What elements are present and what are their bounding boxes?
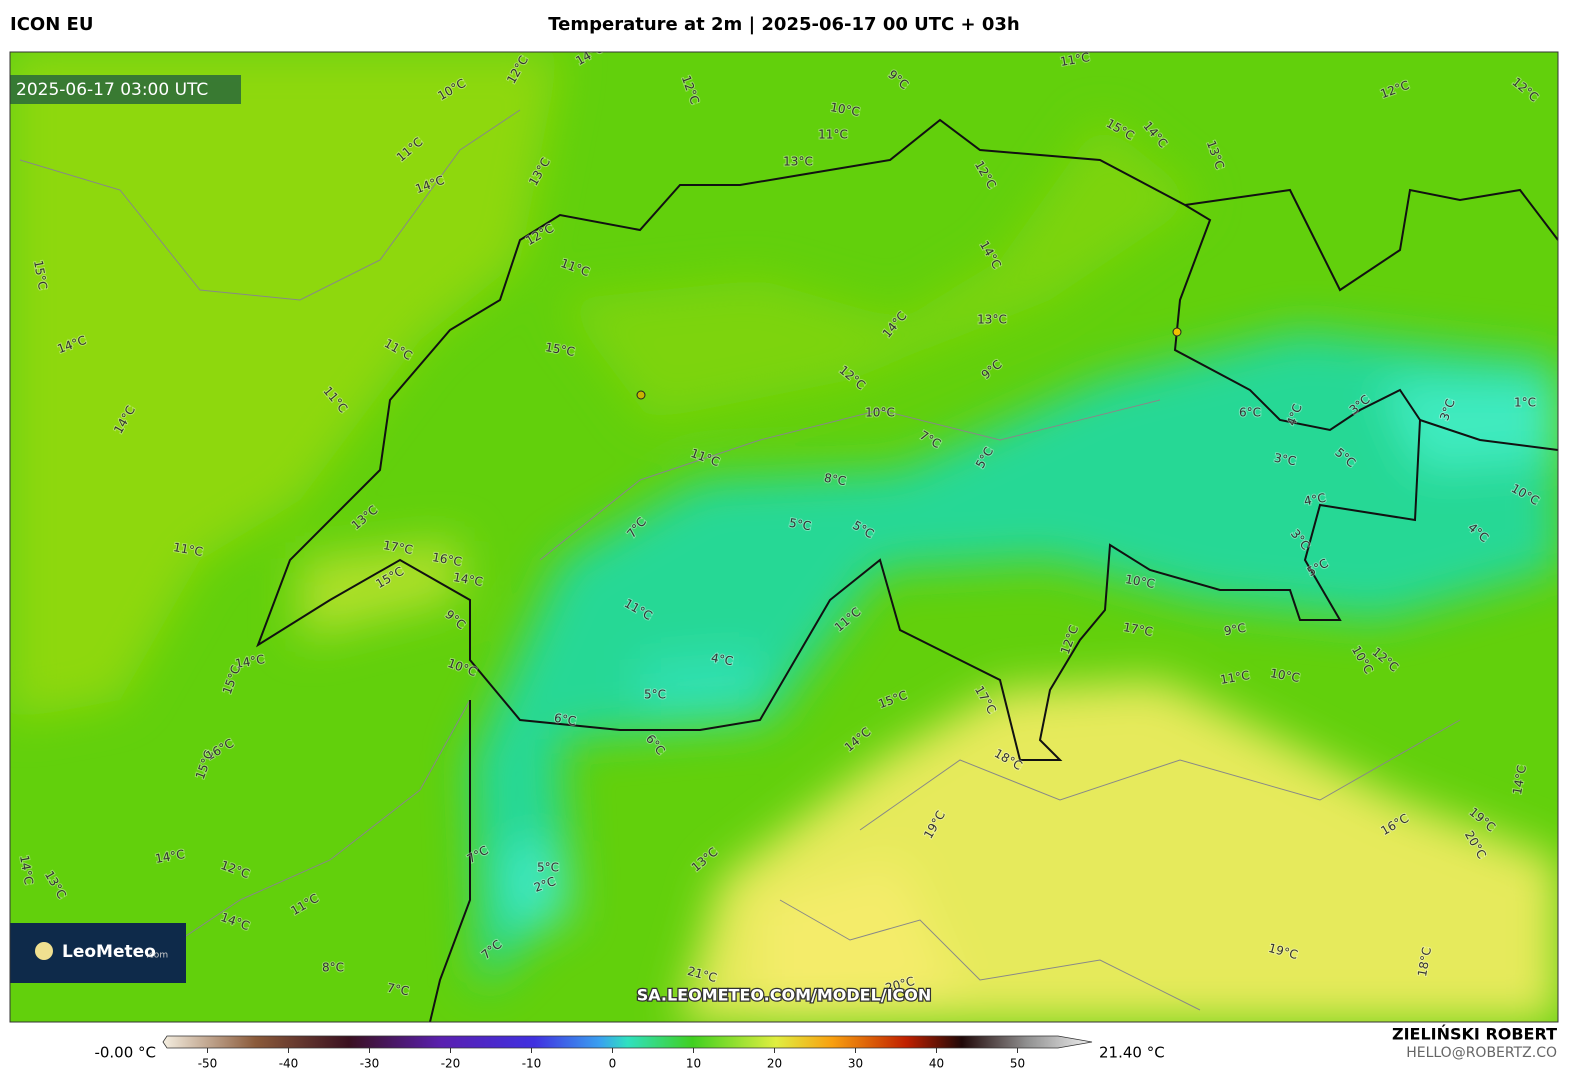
- contour-label: 14°C: [234, 652, 266, 671]
- author: ZIELIŃSKI ROBERT: [1392, 1025, 1557, 1044]
- colorbar-tick-label: -20: [441, 1057, 461, 1071]
- contour-label: 15°C: [544, 340, 576, 359]
- contour-label: 16°C: [431, 550, 463, 569]
- contour-label: 10°C: [865, 406, 895, 420]
- title: Temperature at 2m | 2025-06-17 00 UTC + …: [548, 14, 1019, 35]
- contour-label: 10°C: [1124, 572, 1156, 591]
- colorbar-tick-label: -30: [360, 1057, 380, 1071]
- colorbar-tick-label: 50: [1010, 1057, 1025, 1071]
- contour-label: 15°C: [31, 259, 50, 291]
- contour-label: 5°C: [644, 688, 666, 702]
- contour-label: 8°C: [823, 471, 847, 489]
- contour-label: 1°C: [1514, 396, 1536, 410]
- contour-label: 14°C: [17, 854, 36, 886]
- colorbar-tick-label: -10: [522, 1057, 542, 1071]
- contour-label: 11°C: [172, 540, 204, 559]
- colorbar-tick-label: 0: [609, 1057, 617, 1071]
- contour-label: 8°C: [322, 961, 344, 975]
- contour-label: 7°C: [386, 981, 410, 999]
- colorbar-min: -0.00 °C: [94, 1044, 156, 1062]
- contour-label: 6°C: [1239, 406, 1261, 420]
- contour-label: 9°C: [1223, 621, 1247, 639]
- colorbar-tick-label: 30: [848, 1057, 863, 1071]
- model-name: ICON EU: [10, 14, 93, 35]
- contour-label: 5°C: [788, 516, 812, 534]
- watermark: SA.LEOMETEO.COM/MODEL/ICON: [637, 986, 932, 1005]
- colorbar-tick-label: -40: [279, 1057, 299, 1071]
- contour-label: 3°C: [1273, 451, 1297, 469]
- contour-label: 4°C: [710, 651, 734, 669]
- contour-label: 4°C: [1303, 491, 1327, 509]
- colorbar: [162, 1035, 1093, 1049]
- colorbar-tick-label: -50: [198, 1057, 218, 1071]
- logo-brand: LeoMeteo: [62, 942, 156, 962]
- logo-sun: [35, 942, 53, 960]
- map: 10°C11°C14°C15°C14°C 11°C11°C14°C12°C11°C…: [10, 52, 1558, 1022]
- contour-label: 14°C: [154, 847, 186, 866]
- contour-label: 13°C: [783, 155, 813, 169]
- colorbar-tick-label: 40: [929, 1057, 944, 1071]
- logo-suffix: .com: [146, 951, 168, 961]
- contour-label: 5°C: [537, 861, 559, 875]
- contour-label: 13°C: [977, 313, 1007, 327]
- contour-label: 6°C: [553, 711, 577, 729]
- contour-label: 14°C: [1510, 764, 1529, 796]
- colorbar-tick-label: 10: [686, 1057, 701, 1071]
- map-frame: [9, 51, 1559, 1023]
- contour-label: 11°C: [818, 128, 848, 142]
- contact: HELLO@ROBERTZ.CO: [1406, 1045, 1557, 1061]
- colorbar-tick-label: 20: [767, 1057, 782, 1071]
- contour-label: 18°C: [1415, 946, 1434, 978]
- contour-label: 17°C: [382, 538, 414, 557]
- contour-label: 14°C: [452, 570, 484, 589]
- contour-label: 10°C: [829, 100, 861, 119]
- valid-time: 2025-06-17 03:00 UTC: [16, 80, 208, 100]
- contour-label: 11°C: [1219, 668, 1251, 687]
- contour-label: 17°C: [1122, 620, 1154, 639]
- colorbar-max: 21.40 °C: [1099, 1044, 1165, 1062]
- contour-label: 10°C: [1269, 666, 1301, 685]
